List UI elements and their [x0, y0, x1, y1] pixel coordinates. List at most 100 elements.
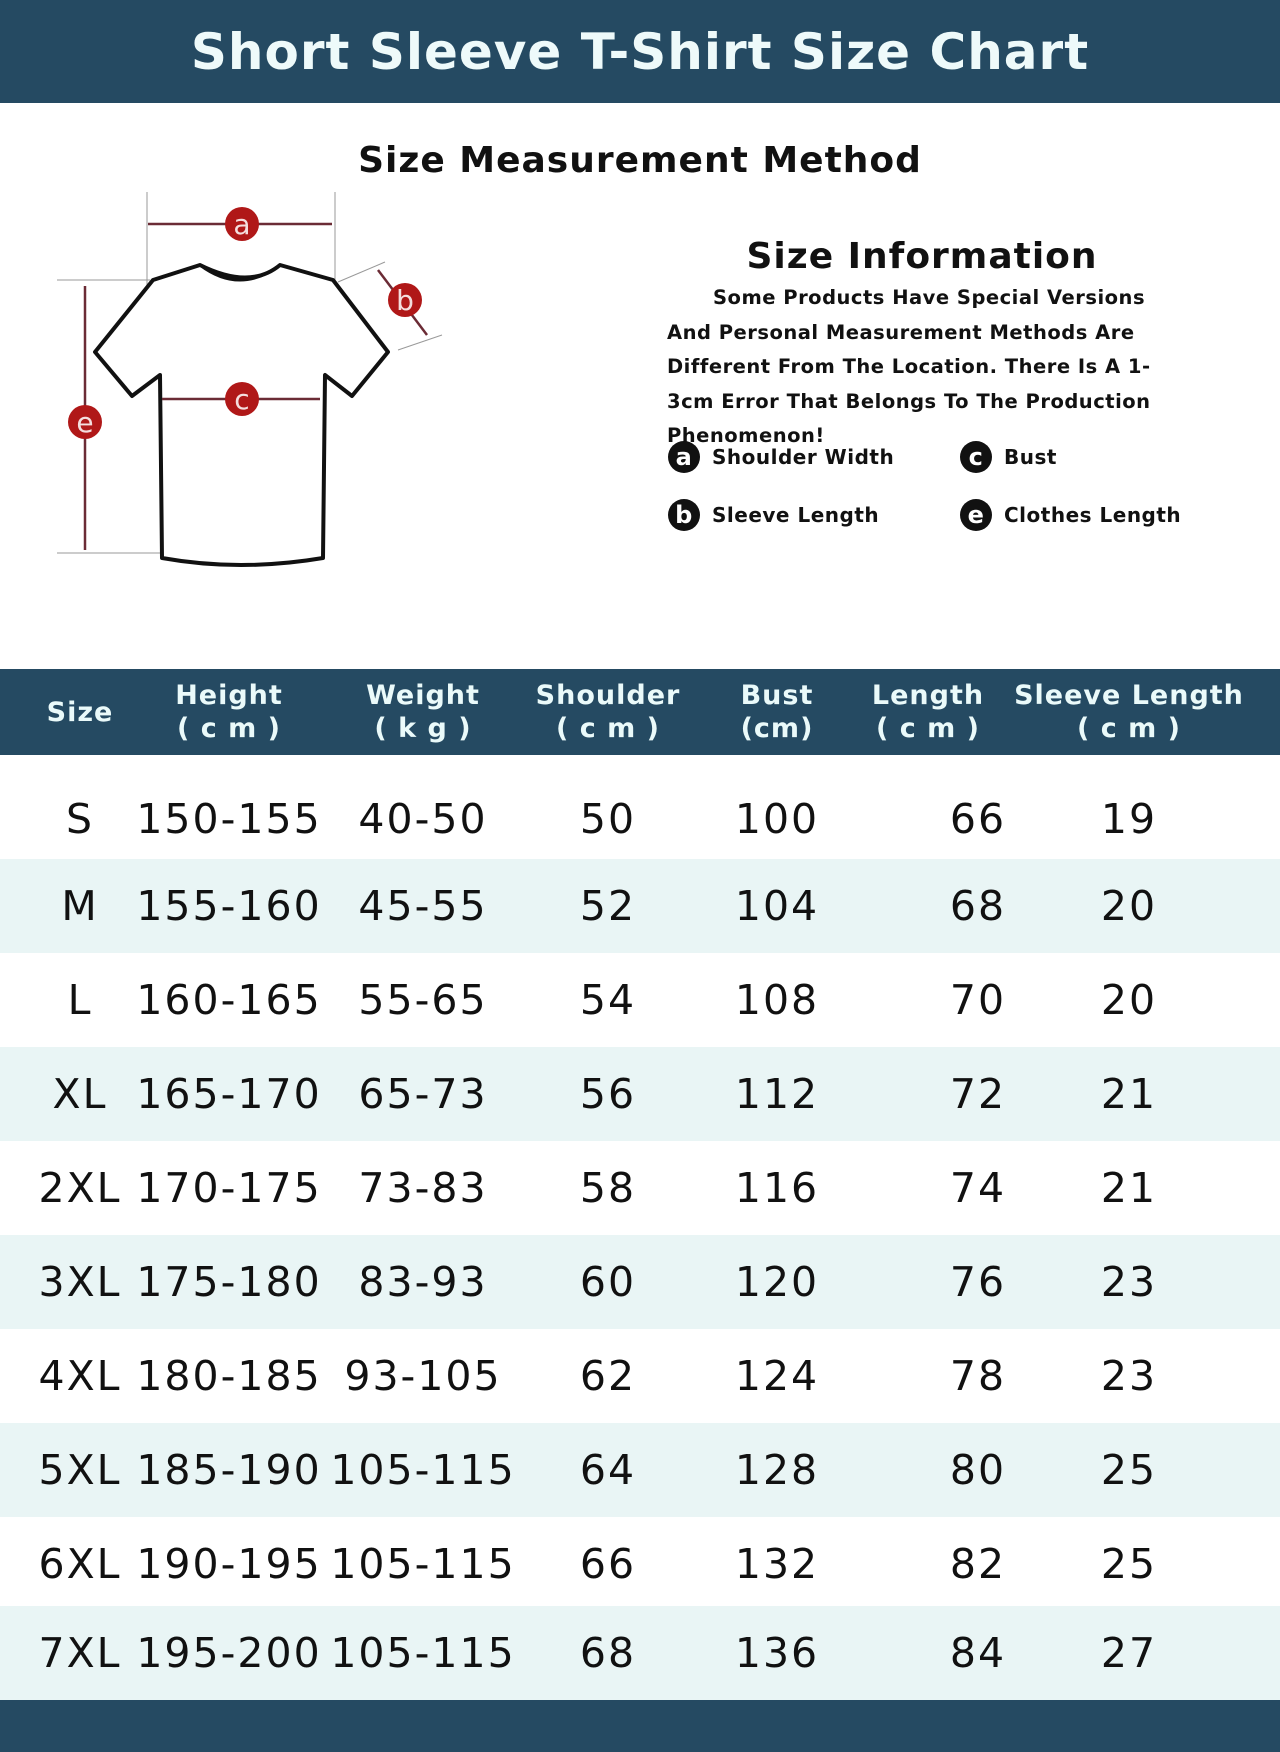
cell-shoulder: 66	[579, 1540, 637, 1588]
cell-sleeve-length: 25	[1100, 1540, 1158, 1588]
table-row: M 155-160 45-55 52 104 68 20	[0, 859, 1280, 953]
cell-sleeve-length: 27	[1100, 1629, 1158, 1677]
legend-clothes-length: e Clothes Length	[960, 499, 1181, 531]
header-label: Weight	[366, 680, 480, 711]
cell-shoulder: 52	[579, 882, 637, 930]
cell-height: 165-170	[136, 1070, 322, 1118]
header-unit: (cm)	[740, 713, 814, 744]
marker-a: a	[233, 208, 250, 241]
cell-bust: 136	[734, 1629, 820, 1677]
cell-shoulder: 62	[579, 1352, 637, 1400]
cell-shoulder: 68	[579, 1629, 637, 1677]
header-label: Bust	[740, 680, 814, 711]
cell-height: 170-175	[136, 1164, 322, 1212]
cell-height: 155-160	[136, 882, 322, 930]
cell-height: 160-165	[136, 976, 322, 1024]
cell-sleeve-length: 20	[1100, 882, 1158, 930]
cell-height: 175-180	[136, 1258, 322, 1306]
cell-length: 76	[949, 1258, 1007, 1306]
cell-size: XL	[52, 1070, 108, 1118]
info-title: Size Information	[746, 236, 1098, 277]
cell-sleeve-length: 21	[1100, 1164, 1158, 1212]
table-header: Size Height( c m ) Weight( k g ) Shoulder( …	[0, 669, 1280, 755]
cell-sleeve-length: 25	[1100, 1446, 1158, 1494]
header-sleeve-length: Sleeve Length( c m )	[1014, 679, 1244, 745]
cell-sleeve-length: 23	[1100, 1352, 1158, 1400]
cell-bust: 112	[734, 1070, 820, 1118]
table-row: 7XL 195-200 105-115 68 136 84 27	[0, 1606, 1280, 1700]
cell-bust: 104	[734, 882, 820, 930]
cell-bust: 100	[734, 794, 820, 843]
header-unit: ( k g )	[374, 713, 472, 744]
cell-weight: 83-93	[358, 1258, 488, 1306]
cell-size: 2XL	[38, 1164, 122, 1212]
cell-size: 4XL	[38, 1352, 122, 1400]
cell-shoulder: 60	[579, 1258, 637, 1306]
cell-size: 5XL	[38, 1446, 122, 1494]
cell-size: 7XL	[38, 1629, 122, 1677]
header-unit: ( c m )	[1076, 713, 1182, 744]
cell-height: 180-185	[136, 1352, 322, 1400]
cell-length: 74	[949, 1164, 1007, 1212]
cell-shoulder: 58	[579, 1164, 637, 1212]
cell-shoulder: 50	[579, 794, 637, 843]
footer-band	[0, 1700, 1280, 1752]
marker-b: b	[396, 284, 414, 317]
cell-shoulder: 56	[579, 1070, 637, 1118]
cell-weight: 65-73	[358, 1070, 488, 1118]
cell-bust: 128	[734, 1446, 820, 1494]
cell-size: M	[61, 882, 99, 930]
tshirt-measurement-diagram: a b c e	[57, 192, 443, 567]
cell-length: 68	[949, 882, 1007, 930]
header-label: Shoulder	[535, 680, 681, 711]
cell-height: 190-195	[136, 1540, 322, 1588]
cell-sleeve-length: 20	[1100, 976, 1158, 1024]
cell-shoulder: 64	[579, 1446, 637, 1494]
cell-length: 78	[949, 1352, 1007, 1400]
legend-bust: c Bust	[960, 441, 1057, 473]
cell-bust: 132	[734, 1540, 820, 1588]
cell-height: 185-190	[136, 1446, 322, 1494]
cell-weight: 73-83	[358, 1164, 488, 1212]
cell-size: L	[67, 976, 93, 1024]
cell-size: 6XL	[38, 1540, 122, 1588]
cell-bust: 120	[734, 1258, 820, 1306]
method-title: Size Measurement Method	[358, 140, 922, 181]
cell-weight: 40-50	[358, 794, 488, 843]
size-information: Size Information Some Products Have Spec…	[667, 236, 1187, 454]
table-row: L 160-165 55-65 54 108 70 20	[0, 953, 1280, 1047]
cell-weight: 45-55	[358, 882, 488, 930]
header-weight: Weight( k g )	[366, 679, 480, 745]
cell-length: 84	[949, 1629, 1007, 1677]
cell-shoulder: 54	[579, 976, 637, 1024]
table-row: 2XL 170-175 73-83 58 116 74 21	[0, 1141, 1280, 1235]
page-title: Short Sleeve T-Shirt Size Chart	[190, 22, 1090, 81]
info-text: Some Products Have Special Versions And …	[667, 286, 1151, 447]
cell-height: 195-200	[136, 1629, 322, 1677]
cell-height: 150-155	[136, 794, 322, 843]
header-height: Height( c m )	[175, 679, 283, 745]
cell-sleeve-length: 21	[1100, 1070, 1158, 1118]
cell-size: 3XL	[38, 1258, 122, 1306]
table-row: 4XL 180-185 93-105 62 124 78 23	[0, 1329, 1280, 1423]
cell-sleeve-length: 23	[1100, 1258, 1158, 1306]
table-row: 5XL 185-190 105-115 64 128 80 25	[0, 1423, 1280, 1517]
cell-size: S	[65, 794, 95, 843]
marker-e: e	[76, 406, 93, 439]
table-row: XL 165-170 65-73 56 112 72 21	[0, 1047, 1280, 1141]
cell-bust: 124	[734, 1352, 820, 1400]
cell-weight: 105-115	[330, 1540, 516, 1588]
cell-bust: 116	[734, 1164, 820, 1212]
cell-length: 66	[949, 794, 1007, 843]
diagram-markers: a b c e	[68, 207, 422, 439]
marker-c: c	[234, 383, 249, 416]
cell-length: 72	[949, 1070, 1007, 1118]
title-banner: Short Sleeve T-Shirt Size Chart	[0, 0, 1280, 103]
table-row: S 150-155 40-50 50 100 66 19	[0, 755, 1280, 865]
header-bust: Bust (cm)	[741, 679, 814, 745]
header-label: Sleeve Length	[1014, 680, 1244, 711]
header-label: Height	[175, 680, 283, 711]
cell-length: 80	[949, 1446, 1007, 1494]
cell-weight: 55-65	[358, 976, 488, 1024]
cell-weight: 93-105	[344, 1352, 502, 1400]
